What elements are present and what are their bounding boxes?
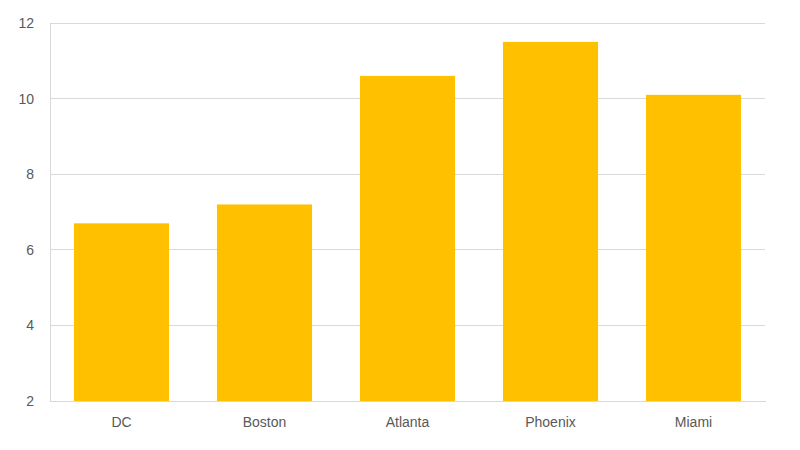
bar [646,95,741,401]
chart-svg: 2 4 6 8 10 12 DC Boston Atlanta Phoenix Miami [0,0,800,450]
y-tick-label: 4 [26,317,34,333]
plot-area: 2 4 6 8 10 12 DC Boston Atlanta Phoenix Miami [18,15,765,430]
x-tick: Boston [243,414,287,430]
x-tick: DC [111,414,131,430]
x-tick: Miami [675,414,712,430]
bar [360,76,455,401]
y-tick: 12 [18,15,50,31]
y-tick-label: 8 [26,166,34,182]
x-tick-label: DC [111,414,131,430]
x-tick: Phoenix [525,414,576,430]
bars [74,42,741,401]
chart-container: 2 4 6 8 10 12 DC Boston Atlanta Phoenix Miami [0,0,800,450]
y-tick: 2 [26,393,50,409]
grid [50,23,765,401]
y-tick: 10 [18,91,50,107]
y-tick-label: 6 [26,242,34,258]
x-tick-label: Boston [243,414,287,430]
y-tick-label: 2 [26,393,34,409]
y-tick-label: 10 [18,91,34,107]
y-axis-line [50,24,51,402]
bar [217,204,312,401]
y-tick: 8 [26,166,50,182]
bar [503,42,598,401]
x-tick-label: Phoenix [525,414,576,430]
y-tick: 4 [26,317,50,333]
x-axis-line [51,401,766,402]
x-tick-label: Miami [675,414,712,430]
x-tick-label: Atlanta [386,414,430,430]
y-tick-label: 12 [18,15,34,31]
grid-line [50,23,765,24]
bar [74,223,169,401]
x-tick: Atlanta [386,414,430,430]
y-tick: 6 [26,242,50,258]
x-axis: DC Boston Atlanta Phoenix Miami [51,402,766,430]
y-axis: 2 4 6 8 10 12 [18,15,50,409]
